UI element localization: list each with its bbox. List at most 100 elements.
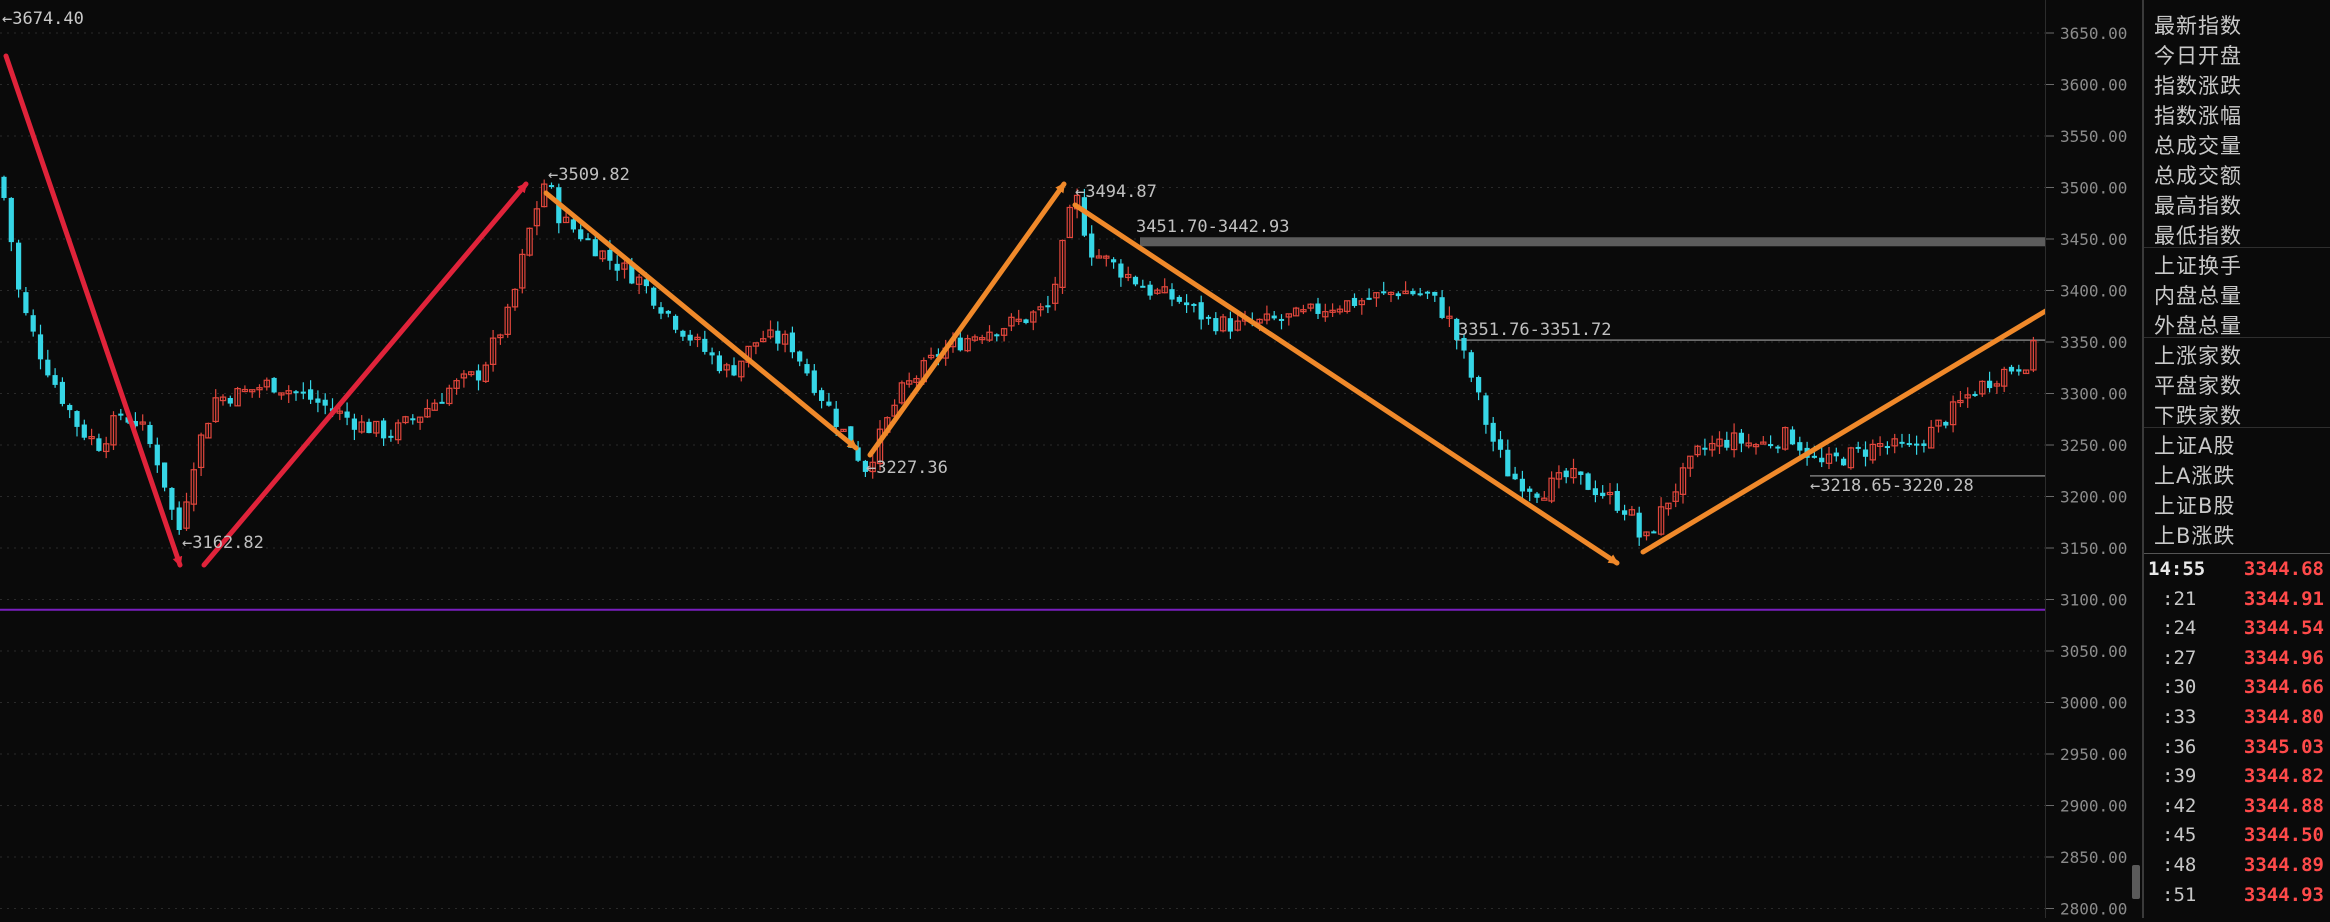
trend-arrow-orange <box>543 190 859 451</box>
tick-price: 3344.66 <box>2243 676 2324 699</box>
candle-up <box>190 469 197 505</box>
candle-up <box>1555 472 1563 480</box>
tick-price: 3344.82 <box>2243 765 2324 788</box>
tick-row: :30 3344.66 <box>2144 674 2330 703</box>
candle-up <box>1570 467 1577 479</box>
panel-scroll-handle[interactable] <box>2132 865 2140 899</box>
candle-up <box>1548 477 1555 502</box>
candle-down <box>118 413 124 416</box>
quote-field-label: 下跌家数 <box>2154 404 2242 428</box>
tick-price: 3344.50 <box>2243 824 2324 847</box>
candle-up <box>183 501 190 529</box>
candle-down <box>1914 443 1920 446</box>
candle-down <box>826 401 832 406</box>
candle-up <box>1358 300 1365 306</box>
tick-row: :36 3345.03 <box>2144 734 2330 763</box>
axis-label: 3550.00 <box>2060 127 2127 146</box>
tick-time: :45 <box>2162 824 2197 847</box>
candle-up <box>1292 307 1300 317</box>
candle-down <box>23 292 29 314</box>
trend-arrows <box>3 53 2045 568</box>
candle-up <box>1876 442 1884 447</box>
candle-up <box>1935 419 1942 427</box>
candle-down <box>1410 290 1416 295</box>
candle-up <box>1263 313 1271 321</box>
quote-field-label: 指数涨跌 <box>2154 74 2242 98</box>
candle-up <box>723 364 730 371</box>
candle-down <box>1227 318 1233 332</box>
candle-up <box>1672 491 1679 502</box>
axis-label: 3000.00 <box>2060 694 2127 713</box>
price-annotation: 3351.76-3351.72 <box>1458 320 1612 340</box>
candle-up <box>460 373 468 379</box>
candle-down <box>819 390 825 401</box>
tick-price: 3344.68 <box>2243 558 2324 580</box>
candle-up <box>1095 255 1103 259</box>
grid-lines <box>0 32 2045 909</box>
tick-time: :48 <box>2162 854 2197 876</box>
candle-up <box>1665 502 1672 510</box>
candle-down <box>1819 457 1825 463</box>
tick-time: :30 <box>2162 676 2197 699</box>
quote-field-label: 内盘总量 <box>2154 284 2242 308</box>
quote-field-label: 总成交额 <box>2154 164 2242 188</box>
candle-down <box>1 176 7 198</box>
candle-down <box>1468 352 1474 378</box>
candle-down <box>176 507 182 530</box>
candle-up <box>1993 383 2001 387</box>
candle-down <box>1585 473 1591 490</box>
candle-down <box>1527 488 1533 492</box>
candle-up <box>635 276 643 285</box>
candle-up <box>526 227 533 256</box>
candle-up <box>781 333 789 345</box>
candle-down <box>154 444 160 466</box>
candle-up <box>1957 399 1964 404</box>
candle-up <box>1657 506 1665 535</box>
candle-up <box>599 250 606 260</box>
candle-down <box>1191 303 1197 306</box>
candle-down <box>578 229 584 240</box>
candle-down <box>1169 289 1175 300</box>
tick-row: :21 3344.91 <box>2144 586 2330 615</box>
kline-chart[interactable]: ←3509.82 ←3162.82 ←3227.36 ←3494.87 3451.70-… <box>0 0 2045 918</box>
candle-down <box>1271 315 1277 319</box>
candle-down <box>1490 422 1496 442</box>
candle-down <box>1987 380 1993 389</box>
quote-field-label: 上证B股 <box>2154 494 2236 518</box>
candle-up <box>373 420 380 434</box>
candle-down <box>344 411 350 418</box>
candle-down <box>1140 285 1146 288</box>
tick-time: :21 <box>2162 587 2197 610</box>
candle-down <box>1855 446 1861 449</box>
candle-up <box>1687 455 1694 469</box>
tick-time: :36 <box>2162 735 2197 758</box>
candle-down <box>1198 302 1204 320</box>
candle-down <box>8 197 14 243</box>
candle-up <box>562 216 570 224</box>
tick-price: 3345.03 <box>2243 735 2324 758</box>
quote-field-label: 今日开盘 <box>2154 44 2242 68</box>
candle-down <box>293 391 299 394</box>
candle-down <box>1833 452 1839 457</box>
candle-down <box>716 355 722 372</box>
candle-down <box>45 359 51 376</box>
candle-down <box>162 462 168 488</box>
candle-down <box>37 334 44 360</box>
candle-down <box>271 377 277 393</box>
candle-up <box>913 377 920 383</box>
candle-up <box>278 392 285 396</box>
tick-list-divider <box>2144 553 2330 554</box>
candle-up <box>1256 318 1263 324</box>
quote-side-panel: 最新指数 今日开盘 指数涨跌 指数涨幅 总成交量 总成交额 最高指数 最低指数 上证换手 内盘总量… <box>2142 0 2330 918</box>
candle-down <box>475 370 482 381</box>
axis-label: 3250.00 <box>2060 436 2127 455</box>
tick-time: :51 <box>2162 883 2197 906</box>
price-annotation: ←3509.82 <box>548 165 630 185</box>
candle-up <box>1446 315 1453 319</box>
tick-row: :45 3344.50 <box>2144 822 2330 851</box>
kline-chart-svg: ←3509.82 ←3162.82 ←3227.36 ←3494.87 3451.70-… <box>0 9 2045 909</box>
price-axis: 3650.00 3600.00 3550.00 3500.00 3450.00 3400.… <box>2045 0 2143 919</box>
candle-up <box>1708 442 1716 451</box>
candle-up <box>2022 369 2030 375</box>
candle-up <box>336 410 344 414</box>
